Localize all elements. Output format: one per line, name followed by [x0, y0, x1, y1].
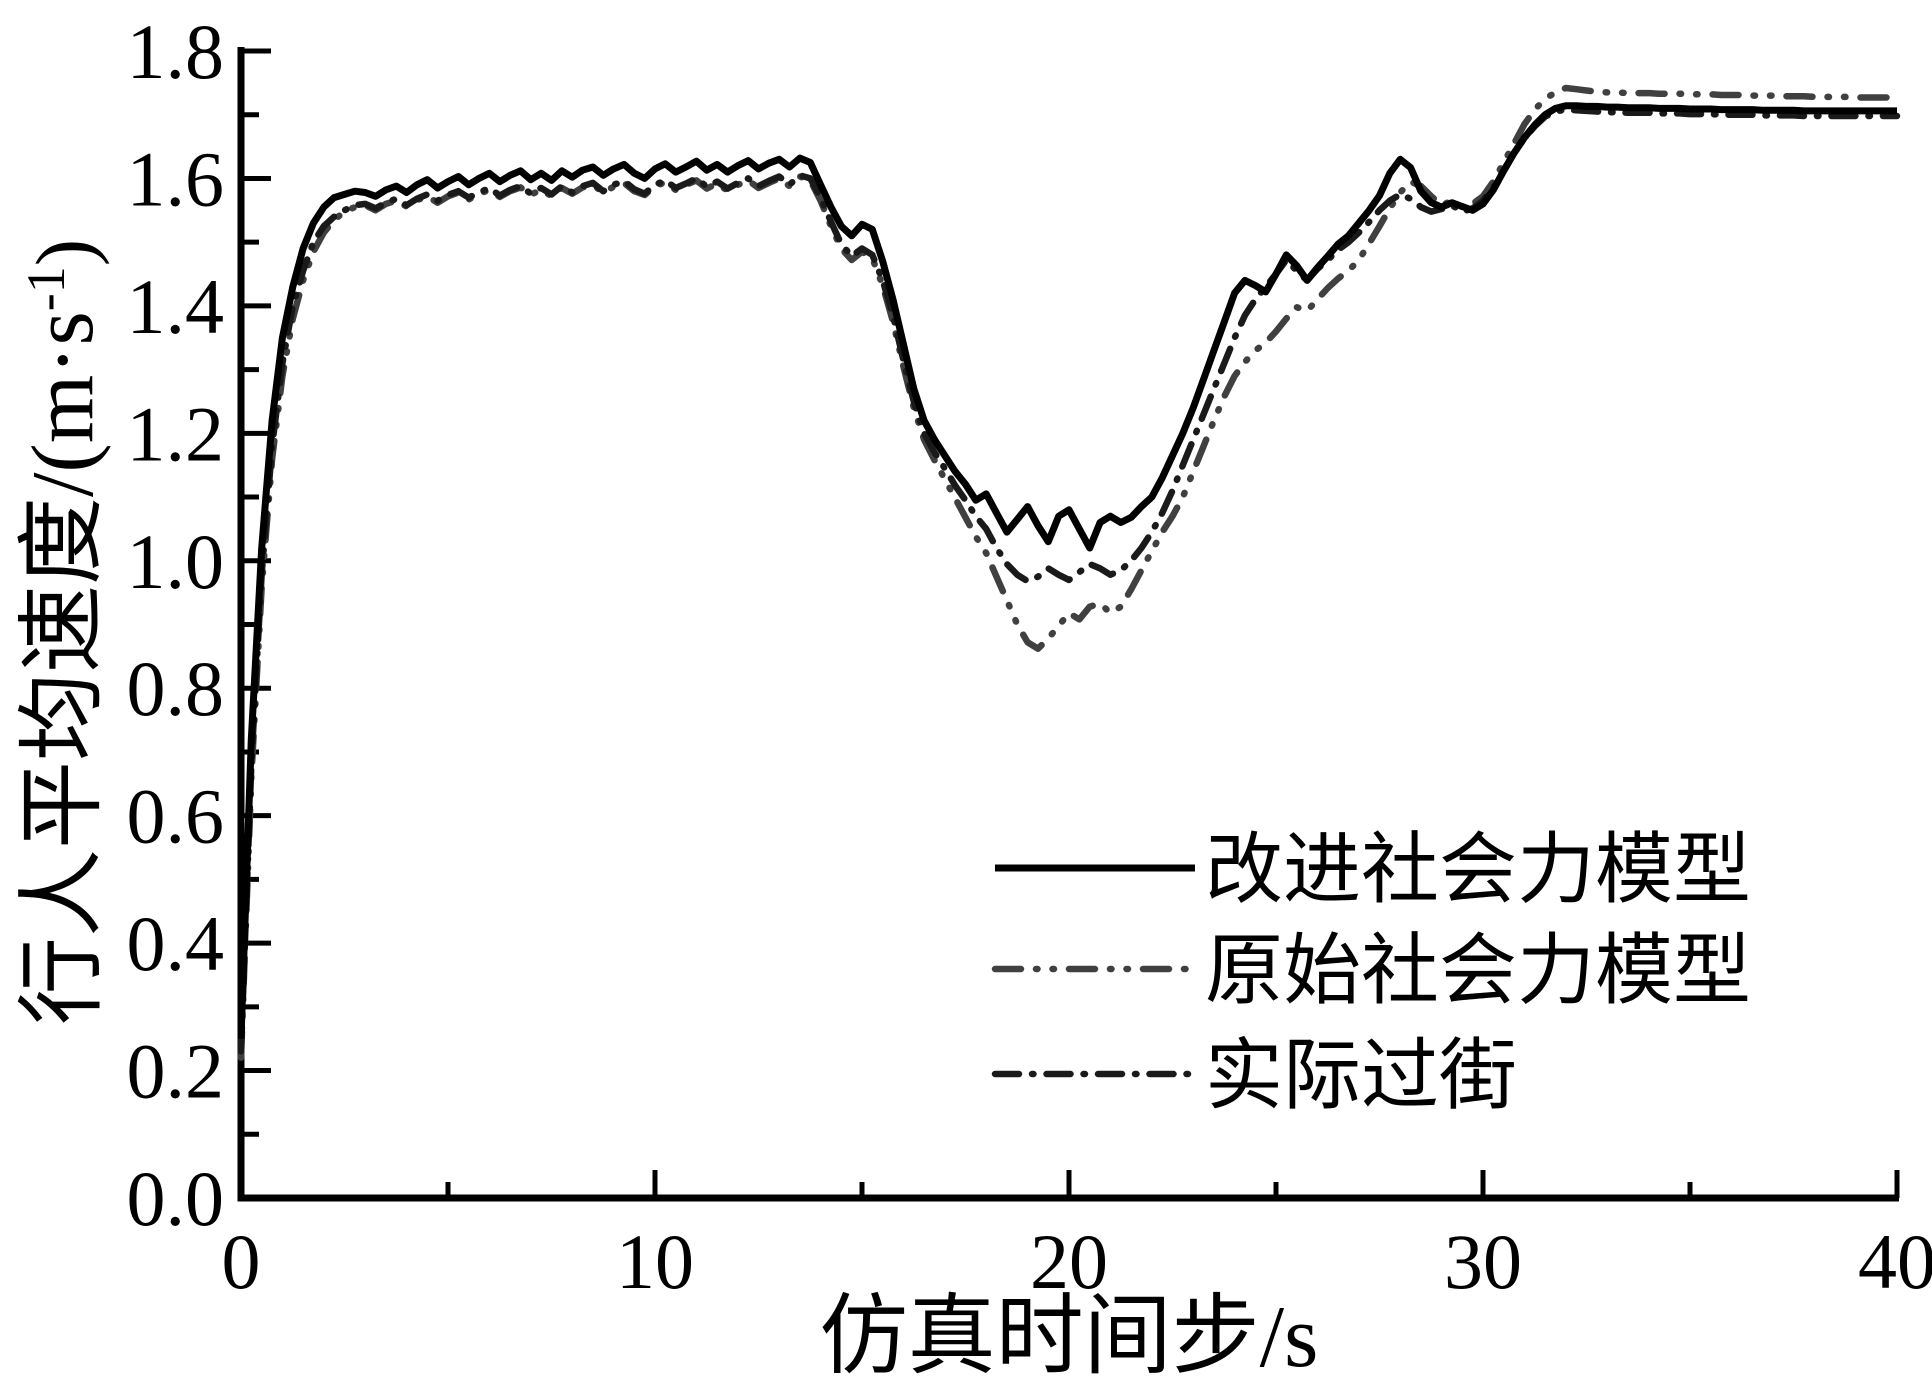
y-tick-label: 0.8: [127, 645, 225, 732]
legend-label-original-model: 原始社会力模型: [1205, 927, 1751, 1014]
legend-label-improved-model: 改进社会力模型: [1205, 826, 1751, 913]
x-tick-label: 40: [1858, 1218, 1932, 1305]
y-tick-label: 1.6: [127, 135, 225, 222]
y-tick-label: 0.6: [127, 773, 225, 860]
y-tick-label: 1.8: [127, 8, 225, 95]
y-axis-title-close: ): [19, 239, 110, 266]
x-tick-label: 0: [222, 1218, 261, 1305]
y-tick-label: 0.0: [127, 1155, 225, 1242]
y-tick-label: 0.4: [127, 900, 225, 987]
y-tick-label: 1.2: [127, 390, 225, 477]
legend: 改进社会力模型 原始社会力模型 实际过街: [995, 826, 1751, 1119]
y-tick-label: 1.0: [127, 518, 225, 605]
y-axis-title: 行人平均速度/(m·s-1): [15, 239, 112, 1025]
x-tick-label: 30: [1444, 1218, 1522, 1305]
y-axis-title-superscript: -1: [16, 266, 76, 311]
legend-label-actual-crossing: 实际过街: [1205, 1032, 1517, 1119]
x-tick-label: 10: [616, 1218, 694, 1305]
y-tick-label: 1.4: [127, 263, 225, 350]
x-axis-title: 仿真时间步/s: [820, 1289, 1319, 1384]
y-tick-label: 0.2: [127, 1028, 225, 1115]
y-axis-title-main: 行人平均速度/(m·s: [15, 311, 112, 1025]
